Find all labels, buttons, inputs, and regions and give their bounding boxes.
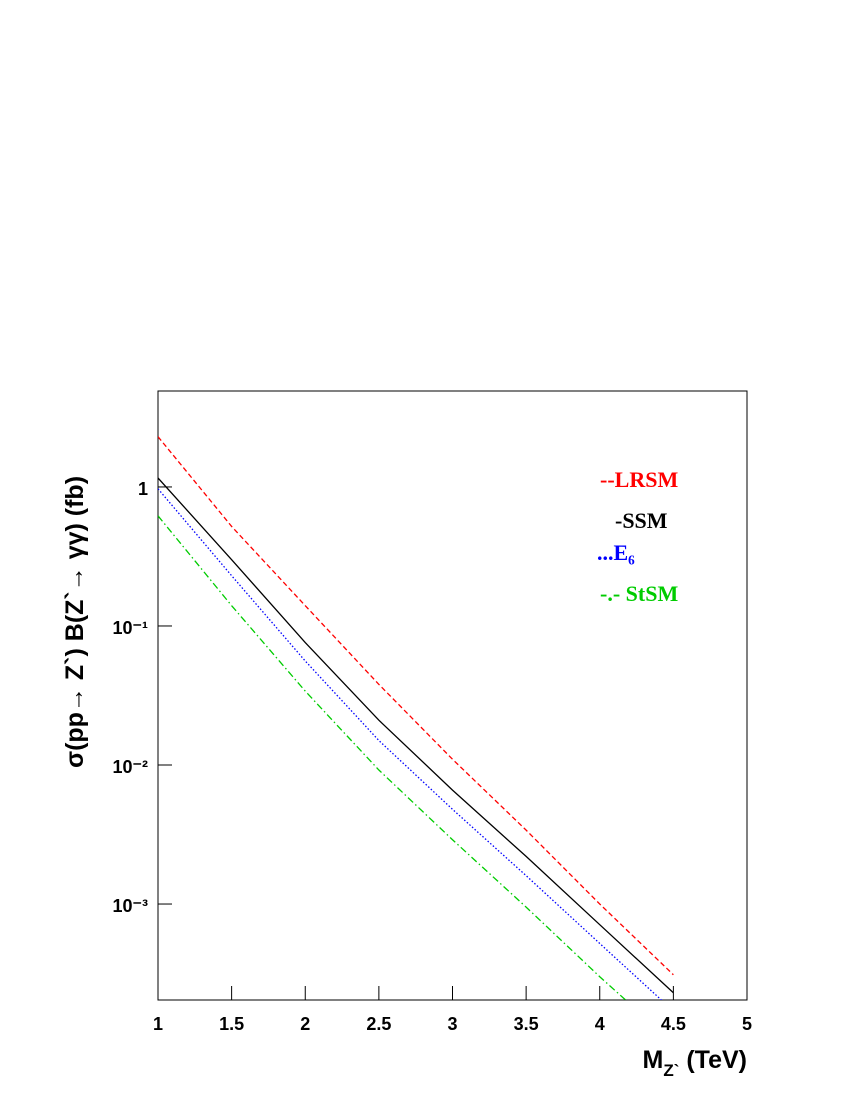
x-tick-label: 3.5 xyxy=(514,1014,539,1034)
series-line xyxy=(158,477,674,994)
x-axis-title-sub: Z` xyxy=(663,1061,679,1080)
y-axis-title: σ(pp→ Z`) B(Z`→ γγ) (fb) xyxy=(61,476,89,768)
series-line xyxy=(158,436,674,976)
y-tick-label: 10⁻¹ xyxy=(112,618,148,638)
legend-entry: ...E₆ xyxy=(597,540,635,565)
x-axis-title-space xyxy=(679,1046,686,1074)
x-axis-title-main: M xyxy=(643,1046,664,1074)
y-tick-label: 10⁻² xyxy=(112,757,148,777)
curves xyxy=(158,436,674,1000)
x-tick-label: 4.5 xyxy=(661,1014,686,1034)
x-axis-title-unit: (TeV) xyxy=(686,1046,747,1074)
legend-entry: -.- StSM xyxy=(600,581,678,606)
x-tick-label: 3 xyxy=(447,1014,457,1034)
x-tick-label: 5 xyxy=(742,1014,752,1034)
y-tick-label: 10⁻³ xyxy=(112,896,148,916)
legend-entry: -SSM xyxy=(615,508,668,533)
x-tick-label: 2.5 xyxy=(366,1014,391,1034)
x-tick-label: 4 xyxy=(595,1014,605,1034)
x-tick-label: 1 xyxy=(153,1014,163,1034)
series-line xyxy=(158,515,627,1000)
y-tick-label: 1 xyxy=(138,479,148,499)
legend-entry: --LRSM xyxy=(600,467,678,492)
series-line xyxy=(158,488,663,1000)
x-axis-title: MZ` (TeV) xyxy=(643,1046,747,1080)
x-tick-label: 1.5 xyxy=(219,1014,244,1034)
x-tick-label: 2 xyxy=(300,1014,310,1034)
